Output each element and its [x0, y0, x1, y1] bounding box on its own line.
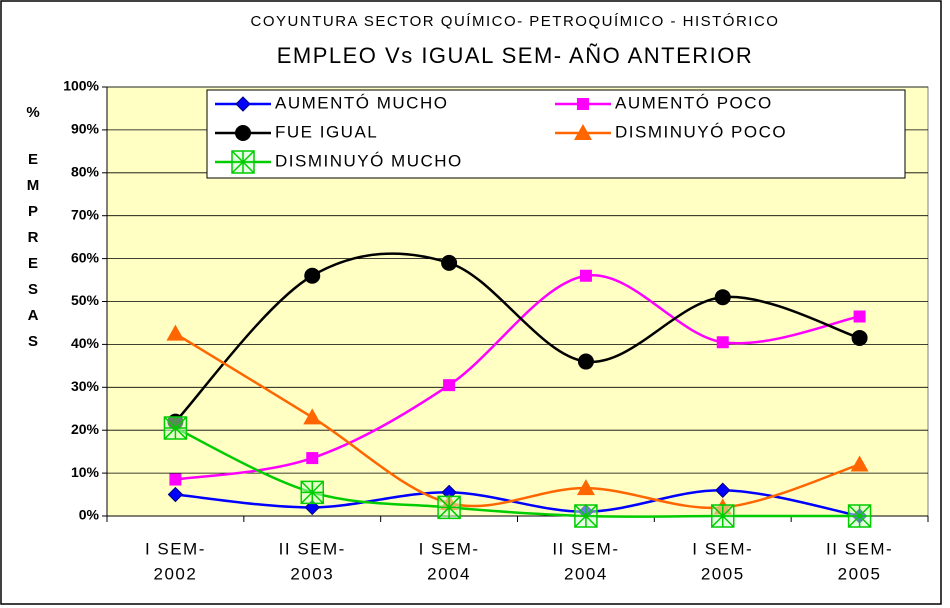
marker: [443, 379, 456, 392]
marker: [303, 408, 322, 425]
y-tick-label: 0%: [79, 507, 100, 523]
marker: [577, 353, 594, 370]
legend-label: DISMINUYÓ POCO: [615, 122, 787, 141]
marker: [579, 269, 592, 282]
series-line: [174, 252, 860, 423]
marker: [441, 254, 458, 271]
y-tick-label: 50%: [71, 292, 100, 308]
marker: [437, 495, 461, 520]
marker: [166, 324, 185, 341]
marker: [169, 473, 182, 486]
chart-subtitle: EMPLEO Vs IGUAL SEM- AÑO ANTERIOR: [277, 43, 754, 68]
y-tick-label: 100%: [63, 78, 99, 94]
y-tick-label: 30%: [71, 378, 100, 394]
marker: [167, 486, 184, 503]
marker: [300, 480, 324, 505]
marker: [577, 98, 589, 110]
x-tick-label: 2005: [701, 564, 745, 583]
y-tick-label: 20%: [71, 421, 100, 437]
x-tick-label: I SEM-: [145, 539, 206, 558]
marker: [163, 416, 188, 440]
legend-label: DISMINUYÓ MUCHO: [275, 151, 463, 170]
legend-label: FUE IGUAL: [275, 122, 378, 141]
marker: [853, 310, 866, 323]
legend-label: AUMENTÓ POCO: [615, 93, 773, 112]
marker: [574, 124, 592, 140]
series-line: [174, 332, 860, 510]
x-tick-label: 2005: [838, 564, 882, 583]
marker: [304, 267, 321, 284]
y-axis-symbol: %: [26, 104, 39, 121]
x-tick-label: II SEM-: [279, 539, 346, 558]
x-tick-label: I SEM-: [692, 539, 753, 558]
x-tick-label: 2003: [290, 564, 334, 583]
marker: [714, 289, 731, 306]
marker: [576, 479, 595, 496]
y-tick-label: 70%: [71, 206, 100, 222]
marker: [235, 96, 251, 112]
x-tick-label: II SEM-: [826, 539, 893, 558]
marker: [574, 504, 598, 528]
marker: [711, 504, 735, 528]
y-tick-label: 90%: [71, 121, 100, 137]
marker: [847, 504, 872, 528]
marker: [850, 455, 869, 472]
x-tick-label: 2002: [154, 564, 198, 583]
chart-title: COYUNTURA SECTOR QUÍMICO- PETROQUÍMICO -…: [251, 13, 780, 30]
marker: [716, 336, 729, 349]
series-line: [174, 426, 860, 518]
y-tick-label: 40%: [71, 335, 100, 351]
marker: [306, 452, 319, 465]
x-tick-label: 2004: [427, 564, 471, 583]
y-tick-label: 80%: [71, 164, 100, 180]
x-tick-label: I SEM-: [419, 539, 480, 558]
marker: [715, 482, 731, 498]
x-tick-label: 2004: [564, 564, 608, 583]
marker: [851, 329, 868, 346]
marker: [231, 150, 255, 174]
x-tick-label: II SEM-: [552, 539, 619, 558]
y-tick-label: 10%: [71, 464, 100, 480]
marker: [235, 125, 251, 141]
legend-label: AUMENTÓ MUCHO: [275, 93, 448, 112]
y-tick-label: 60%: [71, 249, 100, 265]
series-line: [175, 489, 860, 518]
